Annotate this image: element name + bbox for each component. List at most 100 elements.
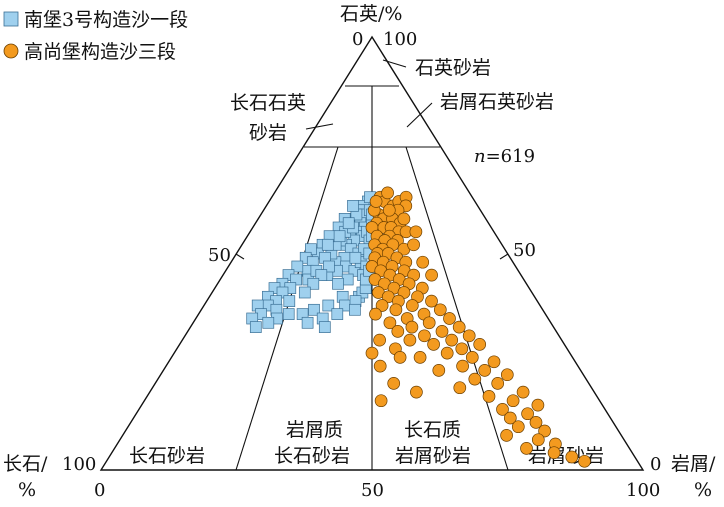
- point-gaoshangpu-62: [452, 320, 466, 334]
- point-gaoshangpu-70: [473, 338, 487, 351]
- tick-right-50: [499, 253, 509, 260]
- point-nanpu-76: [349, 303, 361, 316]
- point-nanpu-43: [291, 260, 304, 273]
- axis-label-lithic-line2: %: [694, 479, 712, 501]
- point-gaoshangpu-110: [407, 238, 420, 252]
- bottom-tick-0: 0: [94, 480, 105, 501]
- point-gaoshangpu-67: [403, 333, 417, 347]
- point-gaoshangpu-63: [391, 325, 405, 338]
- field-lithic-quartz: 岩屑石英砂岩: [440, 91, 554, 113]
- point-gaoshangpu-114: [369, 195, 383, 208]
- point-gaoshangpu-58: [443, 312, 456, 325]
- legend-label-gaoshangpu: 高尚堡构造沙三段: [24, 41, 176, 63]
- point-nanpu-31: [349, 251, 362, 264]
- point-gaoshangpu-104: [373, 333, 386, 347]
- point-nanpu-95: [333, 230, 346, 243]
- axis-label-feldspar-line1: 长石/: [3, 453, 48, 475]
- point-nanpu-84: [321, 238, 334, 251]
- point-gaoshangpu-78: [432, 364, 446, 377]
- point-gaoshangpu-80: [500, 368, 514, 382]
- point-nanpu-86: [323, 260, 335, 273]
- point-gaoshangpu-79: [478, 364, 492, 377]
- point-gaoshangpu-50: [425, 294, 438, 308]
- point-nanpu-87: [315, 269, 328, 281]
- point-gaoshangpu-100: [565, 450, 579, 464]
- point-gaoshangpu-60: [422, 316, 436, 330]
- point-gaoshangpu-98: [547, 446, 561, 460]
- point-gaoshangpu-106: [410, 385, 423, 399]
- point-gaoshangpu-86: [506, 394, 520, 408]
- right-corner-tick: 0: [650, 454, 661, 475]
- point-nanpu-24: [341, 273, 354, 286]
- field-arkose: 长石砂岩: [129, 445, 205, 467]
- point-gaoshangpu-105: [374, 394, 388, 408]
- field-quartz-sandstone: 石英砂岩: [415, 57, 491, 79]
- point-gaoshangpu-81: [468, 372, 482, 386]
- point-gaoshangpu-59: [383, 316, 397, 330]
- point-nanpu-66: [301, 316, 314, 329]
- boundary-r75: [405, 146, 509, 471]
- point-gaoshangpu-54: [433, 303, 447, 317]
- point-gaoshangpu-84: [516, 385, 530, 399]
- point-gaoshangpu-88: [496, 403, 509, 416]
- point-gaoshangpu-112: [397, 212, 411, 226]
- point-gaoshangpu-91: [529, 416, 543, 429]
- legend-swatch-nanpu: [3, 11, 19, 27]
- leader-quartz-sandstone: [382, 59, 407, 68]
- point-gaoshangpu-61: [405, 320, 419, 334]
- point-nanpu-63: [249, 321, 262, 333]
- point-nanpu-61: [282, 308, 295, 320]
- point-nanpu-71: [331, 308, 344, 320]
- point-gaoshangpu-73: [440, 346, 454, 360]
- legend-label-nanpu: 南堡3号构造沙一段: [24, 9, 188, 31]
- legend-swatch-gaoshangpu: [3, 43, 19, 59]
- point-nanpu-94: [342, 217, 355, 230]
- point-gaoshangpu-99: [578, 454, 591, 468]
- point-nanpu-88: [307, 277, 320, 290]
- point-gaoshangpu-77: [456, 359, 469, 373]
- series-nanpu: [246, 191, 378, 333]
- point-gaoshangpu-111: [409, 225, 423, 239]
- point-gaoshangpu-82: [491, 377, 505, 390]
- sample-count: n=619: [474, 146, 535, 167]
- axis-label-feldspar-line2: %: [18, 479, 36, 501]
- point-gaoshangpu-87: [531, 398, 545, 412]
- axis-label-lithic-line1: 岩屑/: [671, 453, 716, 475]
- point-gaoshangpu-65: [418, 329, 431, 343]
- point-gaoshangpu-90: [503, 411, 517, 425]
- point-gaoshangpu-85: [482, 390, 496, 403]
- right-tick-50: 50: [513, 240, 536, 261]
- point-gaoshangpu-107: [365, 346, 379, 360]
- point-gaoshangpu-109: [425, 268, 438, 282]
- tick-left-50: [235, 253, 245, 260]
- point-gaoshangpu-83: [453, 381, 467, 395]
- legend: 南堡3号构造沙一段 高尚堡构造沙三段: [3, 9, 188, 63]
- point-nanpu-75: [318, 321, 331, 333]
- point-gaoshangpu-51: [375, 299, 389, 312]
- point-gaoshangpu-92: [511, 420, 525, 434]
- left-tick-50: 50: [208, 245, 231, 266]
- point-gaoshangpu-75: [465, 351, 479, 364]
- point-gaoshangpu-66: [462, 329, 476, 343]
- point-gaoshangpu-52: [405, 299, 419, 312]
- point-gaoshangpu-101: [387, 377, 401, 390]
- field-feldspathic-quartz-line2: 砂岩: [249, 122, 287, 144]
- point-nanpu-62: [262, 316, 275, 329]
- point-nanpu-52: [276, 286, 289, 299]
- point-gaoshangpu-68: [445, 333, 459, 347]
- sample-count-n: n: [474, 146, 486, 167]
- point-nanpu-89: [298, 286, 311, 299]
- point-gaoshangpu-115: [381, 186, 394, 200]
- point-nanpu-59: [283, 295, 296, 307]
- point-gaoshangpu-97: [520, 442, 533, 455]
- point-gaoshangpu-102: [373, 359, 387, 373]
- point-nanpu-93: [347, 200, 359, 212]
- point-gaoshangpu-74: [413, 351, 427, 364]
- point-gaoshangpu-53: [389, 303, 403, 317]
- field-feldspathic-litharenite-line1: 长石质: [404, 419, 461, 441]
- top-tick-right: 100: [383, 29, 417, 50]
- point-gaoshangpu-113: [382, 203, 396, 217]
- point-gaoshangpu-64: [435, 325, 449, 338]
- bottom-tick-100: 100: [626, 480, 660, 501]
- sample-count-value: =619: [486, 146, 535, 167]
